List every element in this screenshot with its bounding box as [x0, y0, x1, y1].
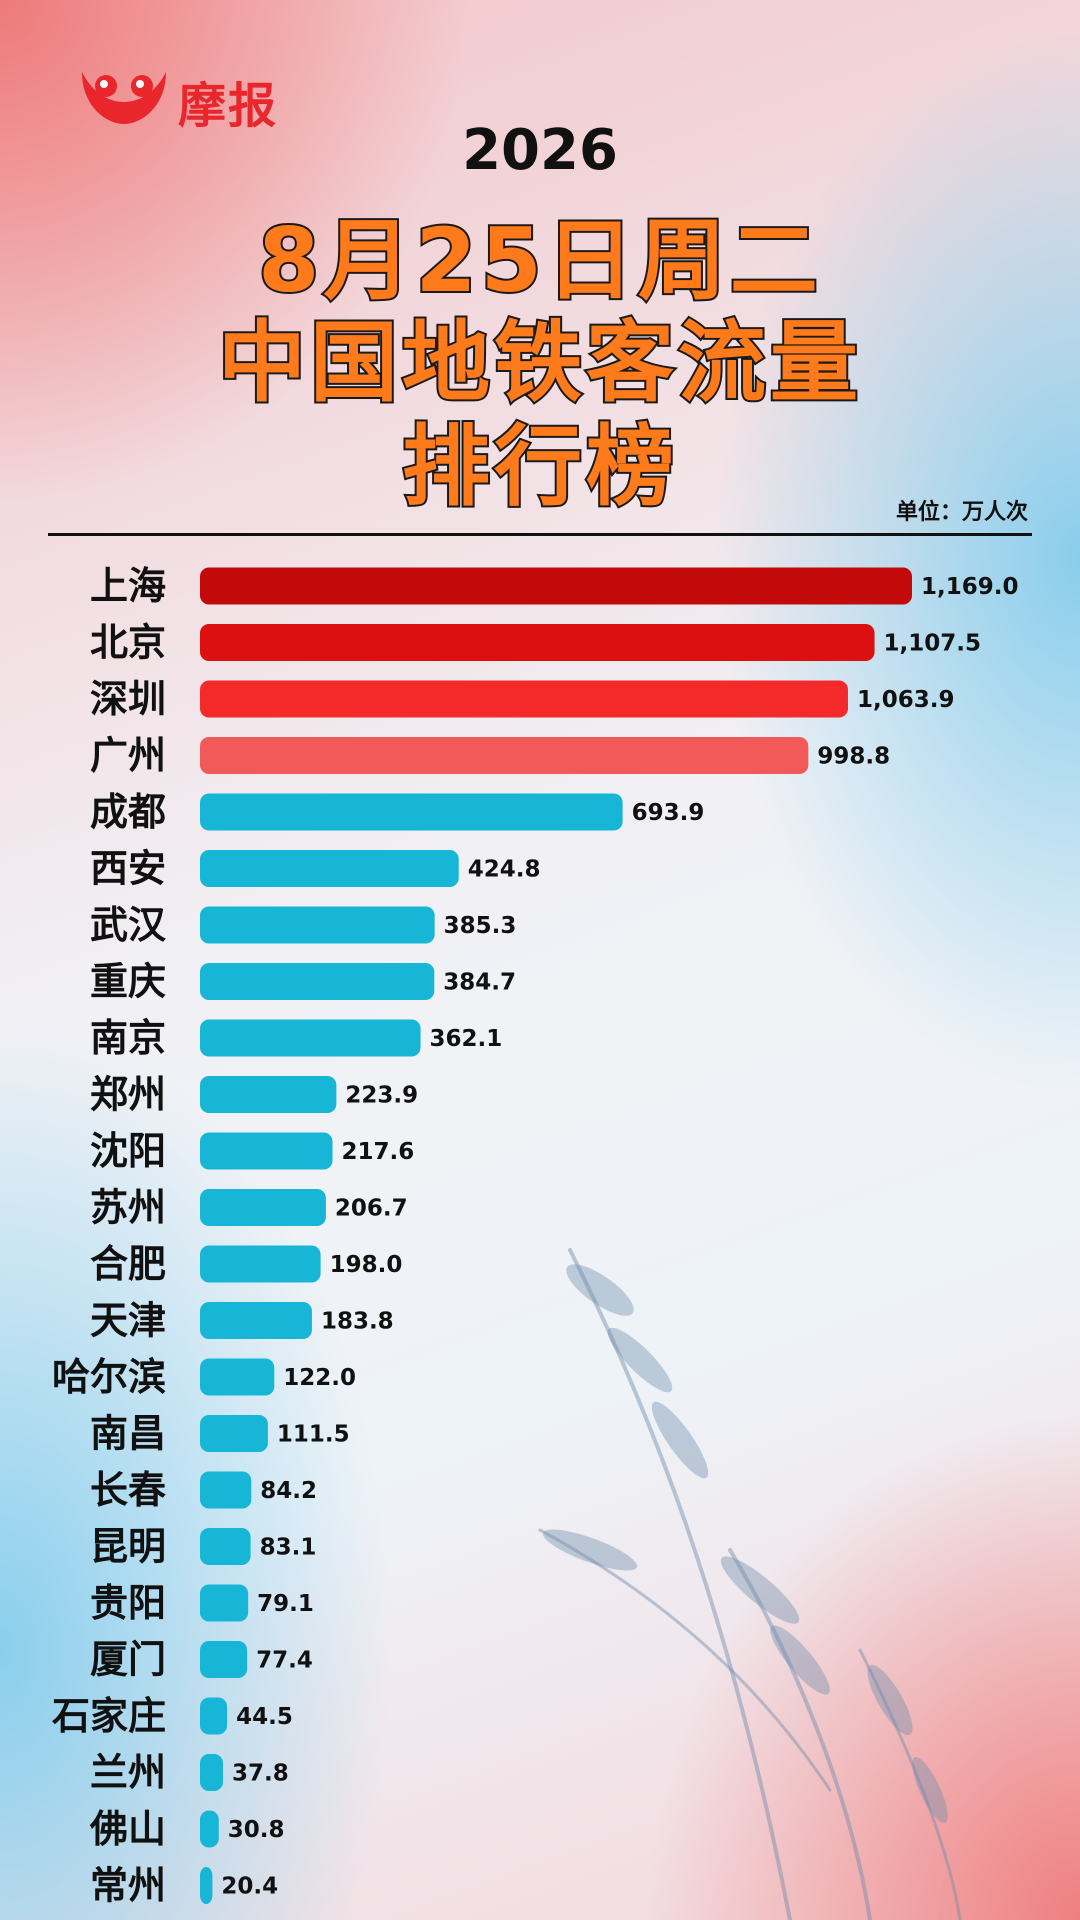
value-label: 79.1	[257, 1591, 314, 1617]
category-label: 南京	[90, 1016, 166, 1060]
bar-南昌	[200, 1415, 268, 1452]
bar-天津	[200, 1302, 312, 1339]
value-label: 998.8	[817, 744, 890, 770]
bar-深圳	[200, 680, 848, 718]
bar-沈阳	[200, 1132, 333, 1170]
category-label: 常州	[90, 1864, 166, 1908]
category-label: 兰州	[90, 1751, 166, 1795]
category-label: 武汉	[90, 903, 167, 947]
value-label: 111.5	[277, 1422, 350, 1448]
bar-武汉	[200, 906, 435, 944]
category-label: 贵阳	[90, 1581, 166, 1625]
value-label: 198.0	[330, 1252, 403, 1278]
value-label: 122.0	[283, 1365, 356, 1391]
bar-昆明	[200, 1528, 251, 1565]
value-label: 206.7	[335, 1196, 408, 1222]
category-label: 石家庄	[52, 1694, 166, 1738]
value-label: 183.8	[321, 1309, 394, 1335]
title-year: 2026	[462, 118, 618, 183]
value-label: 1,063.9	[857, 687, 955, 713]
moobao-logo-icon	[82, 72, 166, 124]
bar-南京	[200, 1019, 421, 1057]
category-label: 合肥	[90, 1242, 166, 1286]
category-label: 苏州	[90, 1186, 166, 1230]
bar-郑州	[200, 1076, 337, 1113]
category-label: 天津	[90, 1299, 166, 1343]
category-label: 重庆	[90, 960, 166, 1004]
value-label: 77.4	[256, 1648, 313, 1674]
value-label: 217.6	[342, 1139, 415, 1165]
category-label: 长春	[90, 1468, 166, 1512]
value-label: 20.4	[221, 1874, 278, 1900]
bar-广州	[200, 737, 809, 774]
bar-长春	[200, 1471, 252, 1509]
value-label: 1,107.5	[884, 631, 982, 657]
value-label: 385.3	[444, 913, 517, 939]
bar-常州	[200, 1867, 213, 1904]
bar-西安	[200, 850, 459, 887]
brand-logo: 摩报	[76, 62, 296, 134]
bar-石家庄	[200, 1697, 228, 1735]
category-label: 佛山	[89, 1807, 166, 1851]
value-label: 83.1	[260, 1535, 317, 1561]
value-label: 84.2	[260, 1478, 317, 1504]
value-label: 30.8	[228, 1817, 285, 1843]
header-divider	[48, 533, 1032, 536]
category-label: 沈阳	[90, 1129, 166, 1173]
bar-佛山	[200, 1810, 219, 1848]
category-label: 广州	[90, 734, 166, 778]
category-label: 昆明	[90, 1525, 166, 1569]
value-label: 44.5	[236, 1704, 293, 1730]
unit-label: 单位：万人次	[895, 500, 1028, 525]
value-label: 362.1	[430, 1026, 503, 1052]
title-main: 中国地铁客流量	[216, 309, 862, 416]
bar-北京	[200, 624, 875, 661]
reed-decoration	[538, 1248, 962, 1920]
category-label: 西安	[90, 847, 166, 891]
category-label: 厦门	[90, 1638, 166, 1682]
category-label: 哈尔滨	[52, 1355, 166, 1399]
title-sub: 排行榜	[400, 413, 678, 520]
bar-重庆	[200, 963, 435, 1000]
category-label: 北京	[90, 621, 166, 665]
bar-贵阳	[200, 1584, 249, 1622]
value-label: 223.9	[345, 1083, 418, 1109]
bar-哈尔滨	[200, 1358, 275, 1396]
value-label: 424.8	[468, 857, 541, 883]
value-label: 37.8	[232, 1761, 289, 1787]
value-label: 384.7	[443, 970, 516, 996]
bar-上海	[200, 567, 912, 605]
bar-合肥	[200, 1245, 321, 1283]
category-label: 成都	[90, 790, 166, 834]
bar-苏州	[200, 1189, 326, 1226]
category-label: 深圳	[90, 677, 166, 721]
value-label: 1,169.0	[921, 574, 1019, 600]
title-date: 8月25日周二	[256, 207, 822, 314]
bar-成都	[200, 793, 623, 831]
category-label: 南昌	[90, 1412, 166, 1456]
category-label: 上海	[90, 564, 166, 608]
bar-厦门	[200, 1641, 248, 1678]
value-label: 693.9	[632, 800, 705, 826]
brand-name: 摩报	[178, 78, 279, 134]
category-label: 郑州	[90, 1073, 166, 1117]
bar-兰州	[200, 1754, 224, 1791]
